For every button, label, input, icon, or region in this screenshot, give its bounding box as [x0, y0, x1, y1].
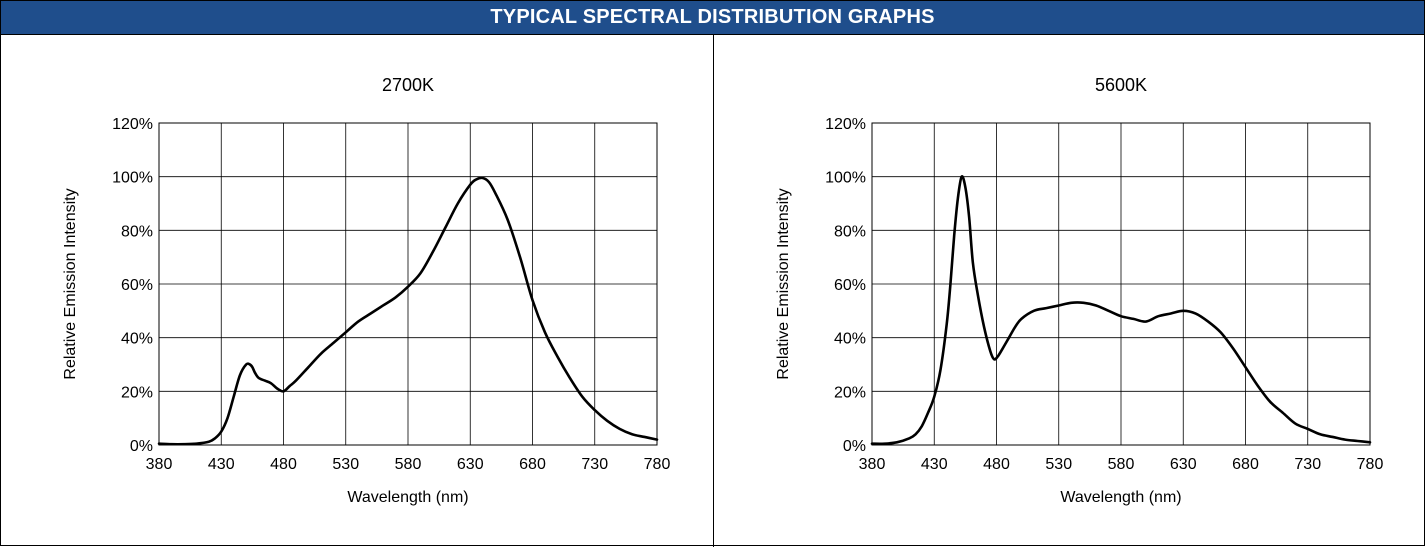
- y-tick-label: 20%: [121, 384, 153, 401]
- x-tick-label: 780: [644, 456, 671, 473]
- y-tick-label: 0%: [130, 438, 153, 455]
- x-tick-label: 430: [921, 456, 948, 473]
- x-tick-label: 480: [983, 456, 1010, 473]
- y-tick-label: 0%: [843, 438, 866, 455]
- y-tick-label: 40%: [834, 331, 866, 348]
- y-tick-label: 100%: [825, 170, 866, 187]
- y-tick-label: 120%: [112, 116, 153, 133]
- y-axis-label: Relative Emission Intensity: [62, 188, 79, 379]
- x-tick-label: 680: [1232, 456, 1259, 473]
- panel-divider: [713, 35, 714, 547]
- x-tick-label: 580: [1108, 456, 1135, 473]
- chart-2700k: 2700K 380 430 480 530 580 630 680 730 780 0% 20% 40%…: [62, 75, 671, 506]
- x-tick-label: 430: [208, 456, 235, 473]
- x-tick-label: 680: [519, 456, 546, 473]
- x-tick-label: 530: [1045, 456, 1072, 473]
- x-tick-label: 630: [457, 456, 484, 473]
- x-tick-label: 580: [395, 456, 422, 473]
- x-tick-label: 380: [146, 456, 173, 473]
- y-tick-label: 120%: [825, 116, 866, 133]
- x-axis-label: Wavelength (nm): [1060, 489, 1181, 506]
- x-tick-label: 730: [1294, 456, 1321, 473]
- x-axis-label: Wavelength (nm): [347, 489, 468, 506]
- y-tick-label: 60%: [834, 277, 866, 294]
- x-tick-label: 630: [1170, 456, 1197, 473]
- chart-title: 2700K: [382, 75, 434, 95]
- y-tick-label: 20%: [834, 384, 866, 401]
- x-tick-label: 730: [581, 456, 608, 473]
- y-tick-label: 40%: [121, 331, 153, 348]
- x-tick-label: 480: [270, 456, 297, 473]
- y-tick-label: 80%: [121, 223, 153, 240]
- chart-title: 5600K: [1095, 75, 1147, 95]
- y-tick-label: 60%: [121, 277, 153, 294]
- y-axis-label: Relative Emission Intensity: [775, 188, 792, 379]
- x-tick-label: 530: [332, 456, 359, 473]
- spectrum-line: [157, 176, 659, 446]
- spectrum-line: [870, 175, 1372, 446]
- y-tick-label: 100%: [112, 170, 153, 187]
- chart-5600k: 5600K 380 430 480 530 580 630 680 730 780 0% 20% 40%…: [775, 75, 1384, 506]
- plot-area: [871, 122, 1371, 446]
- x-tick-label: 780: [1357, 456, 1384, 473]
- y-tick-label: 80%: [834, 223, 866, 240]
- x-tick-label: 380: [859, 456, 886, 473]
- page-title: TYPICAL SPECTRAL DISTRIBUTION GRAPHS: [1, 1, 1424, 35]
- plot-area: [158, 122, 658, 446]
